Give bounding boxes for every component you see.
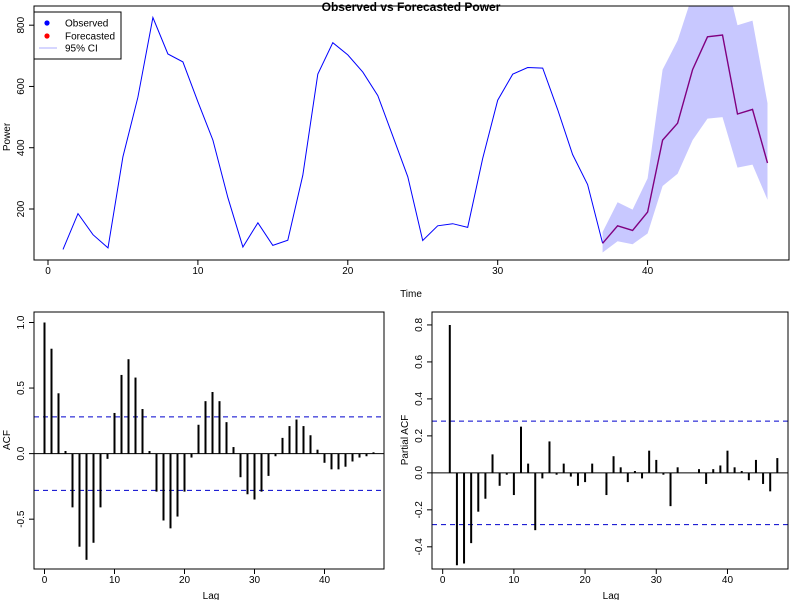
legend-forecast-marker [44,33,50,39]
acf-x-axis: 0 10 20 30 40 [42,569,331,586]
pacf-y-tick-label: 0.4 [414,392,425,406]
pacf-y-tick-label: -0.4 [414,538,425,556]
pacf-y-tick-label: -0.2 [414,501,425,519]
y-tick-label: 400 [16,139,27,156]
plot-frame [33,5,790,261]
pacf-x-tick-label: 20 [580,575,592,586]
acf-y-axis: -0.5 0.0 0.5 1.0 [16,315,34,528]
y-tick-label: 600 [16,78,27,95]
acf-x-tick-label: 40 [319,575,331,586]
observed-line [62,15,604,250]
pacf-y-axis: -0.4 -0.2 0.0 0.2 0.4 0.6 0.8 [414,318,432,556]
pacf-stems [432,324,788,566]
legend-observed-label: Observed [65,19,108,30]
series-lines [62,15,769,250]
forecast-line [602,34,769,244]
acf-x-tick-label: 30 [249,575,261,586]
legend-ci-label: 95% CI [65,44,98,55]
pacf-y-tick-label: 0.6 [414,355,425,369]
acf-x-tick-label: 20 [179,575,191,586]
pacf-panel: 0 10 20 30 40 -0.4 -0.2 0.0 0.2 0.4 0.6 0.8 Lag Pa… [400,311,789,600]
acf-panel: 0 10 20 30 40 -0.5 0.0 0.5 1.0 Lag ACF [2,311,385,600]
ci-band-area [602,6,768,253]
pacf-x-axis-label: Lag [603,591,620,600]
x-tick-label: 40 [642,266,654,277]
acf-y-tick-label: 0.0 [16,446,27,460]
pacf-x-tick-label: 40 [722,575,734,586]
legend: Observed Forecasted 95% CI [33,11,122,60]
pacf-y-tick-label: 0.8 [414,318,425,332]
y-axis-label: Power [2,122,13,151]
pacf-x-axis: 0 10 20 30 40 [440,569,734,586]
pacf-x-tick-label: 30 [651,575,663,586]
acf-x-tick-label: 0 [42,575,48,586]
x-tick-label: 10 [192,266,204,277]
pacf-y-axis-label: Partial ACF [400,415,411,466]
x-tick-label: 20 [342,266,354,277]
acf-y-tick-label: 0.5 [16,381,27,395]
pacf-x-tick-label: 10 [508,575,520,586]
x-tick-label: 0 [45,266,51,277]
acf-x-axis-label: Lag [203,591,220,600]
acf-y-tick-label: 1.0 [16,315,27,329]
y-axis: 200 400 600 800 [16,16,34,217]
pacf-frame [431,311,789,570]
acf-y-axis-label: ACF [2,430,13,450]
acf-y-tick-label: -0.5 [16,510,27,528]
ci-band [602,6,768,253]
legend-observed-marker [44,20,50,26]
x-tick-label: 30 [492,266,504,277]
legend-forecast-label: Forecasted [65,32,115,43]
y-tick-label: 800 [16,16,27,33]
chart-title: Observed vs Forecasted Power [322,0,501,14]
acf-frame [33,311,385,570]
acf-x-tick-label: 10 [109,575,121,586]
pacf-y-tick-label: 0.0 [414,465,425,479]
pacf-y-tick-label: 0.2 [414,428,425,442]
acf-stems [34,322,384,560]
y-tick-label: 200 [16,200,27,217]
forecast-panel: Observed vs Forecasted Power 0 10 20 30 40 2… [2,0,790,300]
pacf-x-tick-label: 0 [440,575,446,586]
x-axis-label: Time [400,289,422,300]
x-axis: 0 10 20 30 40 [45,260,654,277]
